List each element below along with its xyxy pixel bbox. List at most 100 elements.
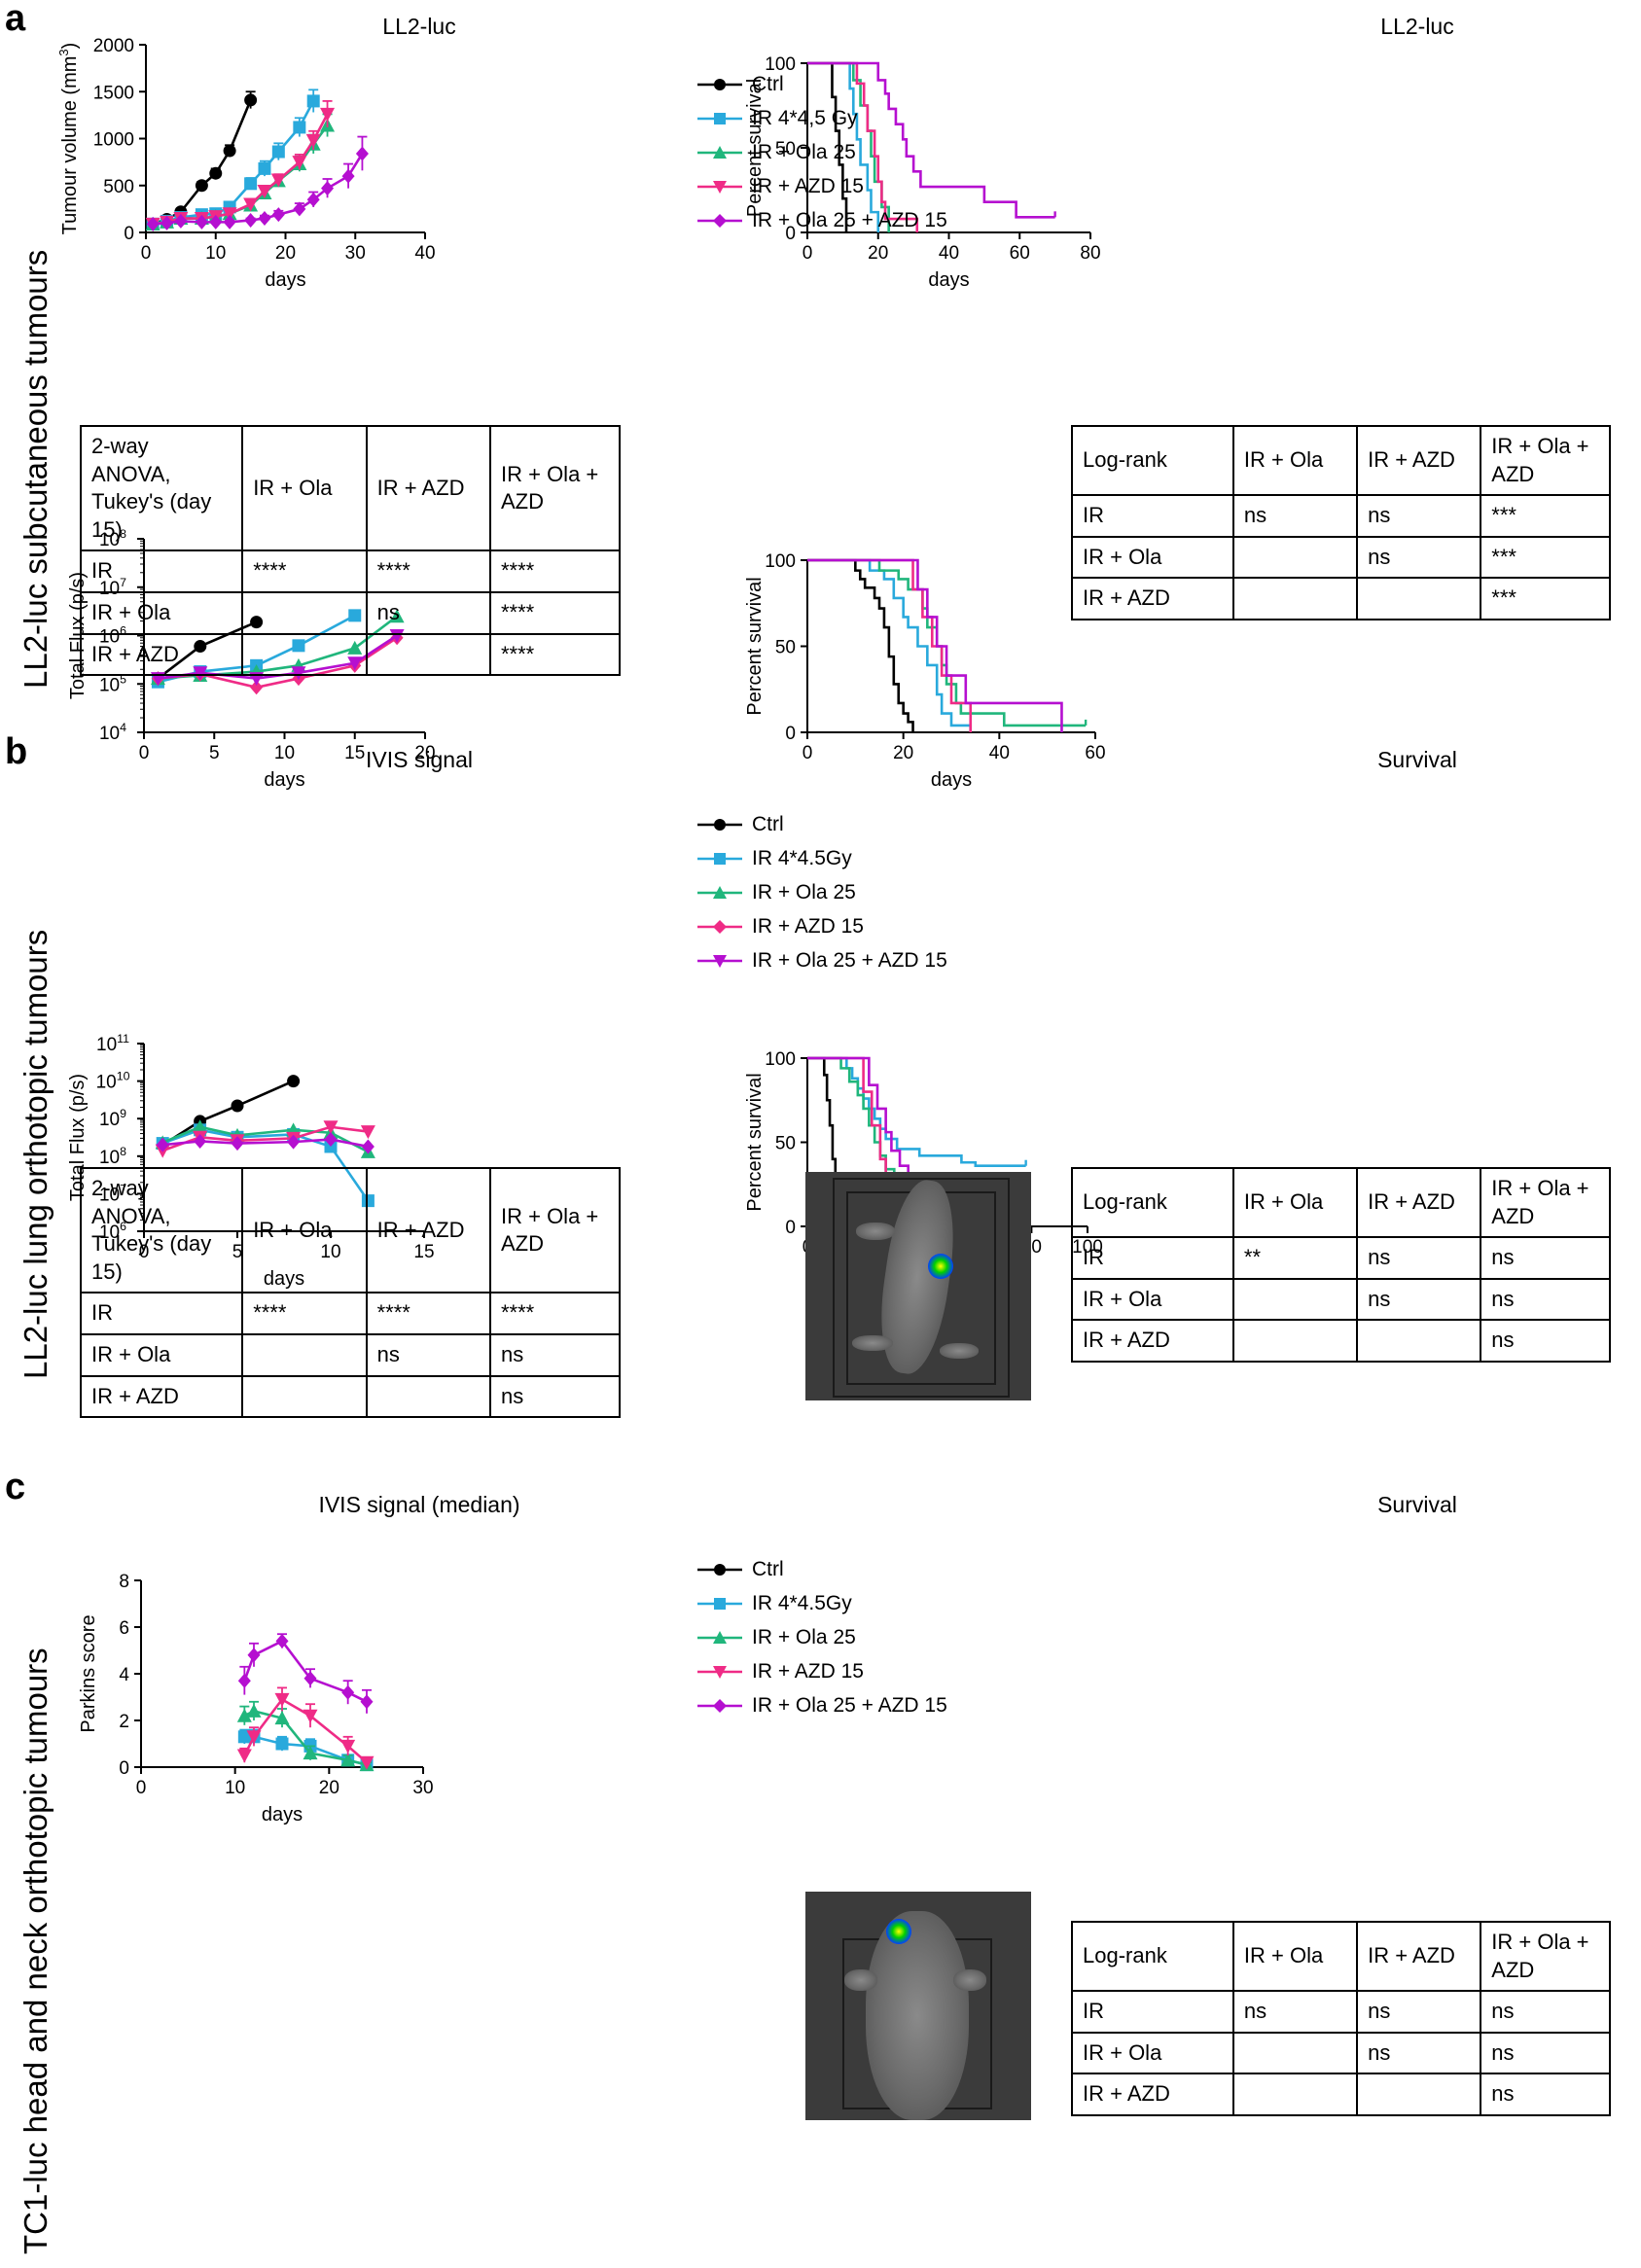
- table-cell: IR + Ola: [1071, 535, 1234, 580]
- series-ir-ola-25-point: [270, 173, 286, 188]
- table-cell: ****: [365, 1292, 492, 1335]
- table-cell: IR: [79, 1292, 244, 1335]
- series-ir-4-4-5gy-point: [275, 1737, 289, 1751]
- table-header-cell: IR + AZD: [1356, 1920, 1482, 1993]
- table-header-cell: IR + Ola: [241, 1166, 368, 1294]
- legend-marker: [714, 78, 726, 90]
- series-ir-azd-15-line: [153, 113, 329, 226]
- legend-label: IR + Ola 25: [752, 1625, 856, 1648]
- series-ir-azd-15-point: [292, 156, 307, 170]
- table-cell: ns: [1480, 1236, 1611, 1280]
- x-tick-label: 60: [1085, 743, 1105, 763]
- series-ir-ola-25-azd-15-point: [209, 214, 223, 230]
- legend-label: IR + Ola 25 + AZD 15: [752, 208, 947, 231]
- table-cell: ns: [1480, 1319, 1611, 1363]
- table-cell: [241, 1374, 368, 1419]
- series-ir-azd-15-point: [208, 210, 224, 225]
- y-tick-label: 1011: [96, 1032, 129, 1055]
- y-tick-label: 1010: [96, 1070, 130, 1093]
- y-tick-label: 1500: [93, 83, 134, 103]
- x-axis-label: days: [265, 269, 305, 291]
- series-ir-ola-25-line: [153, 124, 329, 226]
- series-ir-ola-25-azd-15-point: [361, 1139, 375, 1154]
- legend-b: Ctrl IR 4*4.5Gy IR + Ola 25 IR + AZD 15 IR +…: [696, 807, 947, 977]
- table-row: IR **** **** ****: [79, 1292, 621, 1335]
- legend-swatch: [697, 852, 742, 865]
- table-header-cell: IR + Ola + AZD: [1480, 1166, 1611, 1239]
- series-ir-4-4-5gy-point: [194, 1123, 207, 1137]
- legend-entry: Ctrl: [696, 807, 947, 841]
- series-ir-ola-25-point: [360, 1144, 375, 1158]
- series-ir-4-4-5gy-point: [151, 675, 164, 689]
- chart-title: Survival: [1377, 747, 1457, 772]
- series-ir-ola-25-azd-15-point: [194, 1133, 207, 1149]
- table-header-cell: IR + Ola + AZD: [489, 1166, 621, 1294]
- series-ir-ola-25-point: [323, 1125, 339, 1140]
- series-ir-ola-25-line: [161, 1125, 369, 1153]
- series-ir-ola-25-point: [292, 157, 307, 171]
- legend-label: IR + AZD 15: [752, 914, 864, 938]
- y-tick-label: 0: [785, 1218, 796, 1238]
- legend-swatch: [697, 1630, 742, 1644]
- series-ir-4-4-5gy-point: [231, 1130, 244, 1144]
- legend-label: IR + AZD 15: [752, 1659, 864, 1683]
- series-ir-ola-25-azd-15-line: [243, 1639, 368, 1703]
- table-cell: ****: [241, 1292, 368, 1335]
- x-tick-label: 0: [803, 743, 813, 763]
- series-ctrl-point: [146, 217, 160, 230]
- series-ir-azd-15-point: [236, 1749, 252, 1763]
- series-ir-azd-15-point: [173, 212, 189, 227]
- row-label-c: TC1-luc head and neck orthotopic tumours: [18, 1648, 54, 2254]
- table-cell: ns: [1356, 1277, 1482, 1322]
- series-ir-ola-25-point: [320, 118, 336, 132]
- series-ir-ola-25-point: [160, 214, 175, 229]
- legend-swatch: [697, 885, 742, 899]
- series-ir-ola-25-point: [208, 209, 224, 224]
- series-ir-azd-15-point: [230, 1134, 245, 1149]
- legend-swatch: [697, 112, 742, 124]
- table-row: IR + AZD ns: [79, 1374, 621, 1419]
- series-ir-ola-25-azd-15-point: [324, 1132, 338, 1148]
- series-ir-4-4-5gy-point: [156, 1137, 169, 1151]
- series-ir-azd-15-point: [257, 185, 272, 199]
- series-ir-ola-25-point: [193, 1119, 208, 1134]
- x-tick-label: 30: [345, 243, 366, 264]
- legend-label: Ctrl: [752, 1557, 784, 1580]
- table-cell: ns: [1356, 535, 1482, 580]
- legend-label: IR 4*4,5 Gy: [752, 106, 858, 129]
- stats-table-c-logrank: Log-rank IR + Ola IR + AZD IR + Ola + AZD IR…: [1071, 1920, 1611, 2116]
- y-tick-label: 50: [775, 1134, 796, 1154]
- series-ctrl-point: [223, 144, 236, 158]
- table-cell: [1231, 1319, 1359, 1363]
- series-ir-azd-15-point: [155, 1144, 170, 1158]
- row-label-a: LL2-luc subcutaneous tumours: [18, 249, 54, 689]
- table-cell: ****: [489, 632, 621, 677]
- series-ir-azd-15-line: [161, 1125, 369, 1152]
- legend-entry: IR 4*4,5 Gy: [696, 101, 947, 135]
- legend-marker: [713, 180, 727, 194]
- series-ir-ola-25-point: [274, 1711, 290, 1725]
- series-ir-4-4-5gy-point: [324, 1140, 338, 1153]
- legend-marker: [713, 885, 727, 899]
- table-row: IR ns ns ns: [1071, 1990, 1611, 2034]
- series-ir-ola-25-point: [145, 216, 161, 230]
- table-header-row: Log-rank IR + Ola IR + AZD IR + Ola + AZD: [1071, 1920, 1611, 1993]
- legend-label: Ctrl: [752, 72, 784, 95]
- legend-entry: IR + Ola 25: [696, 135, 947, 169]
- table-row: IR + AZD ****: [79, 632, 621, 677]
- table-cell: ****: [489, 549, 621, 593]
- table-row: IR + AZD ns: [1071, 1319, 1611, 1363]
- table-cell: [1231, 2073, 1359, 2116]
- table-header-row: Log-rank IR + Ola IR + AZD IR + Ola + AZD: [1071, 1166, 1611, 1239]
- series-ir-4-4-5-gy-point: [244, 177, 258, 191]
- table-cell: ****: [241, 549, 368, 593]
- series-ir-ola-25-azd-15-point: [223, 214, 236, 230]
- series-ir-ola-25-azd-15-point: [231, 1136, 244, 1152]
- series-ir-ola-25-point: [236, 1708, 252, 1722]
- legend-entry: IR + AZD 15: [696, 909, 947, 943]
- series-ctrl-survival-curve: [807, 558, 914, 732]
- x-tick-label: 10: [205, 243, 226, 264]
- y-axis-label: Parkins score: [78, 1614, 99, 1732]
- table-header-cell: IR + AZD: [365, 1166, 492, 1294]
- table-header-cell: IR + AZD: [1356, 1166, 1482, 1239]
